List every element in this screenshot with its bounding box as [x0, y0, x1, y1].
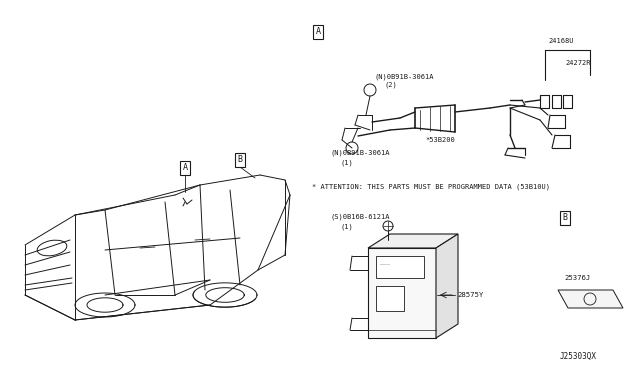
Text: A: A: [182, 164, 188, 173]
Polygon shape: [558, 290, 623, 308]
Polygon shape: [368, 234, 458, 248]
Text: ___: ___: [380, 260, 390, 265]
Text: (N)0B91B-3061A: (N)0B91B-3061A: [330, 150, 390, 157]
Text: 24272R: 24272R: [565, 60, 591, 66]
Text: (S)0B16B-6121A: (S)0B16B-6121A: [330, 213, 390, 219]
Text: (1): (1): [340, 223, 353, 230]
Text: 25376J: 25376J: [564, 275, 590, 281]
Text: (2): (2): [385, 82, 397, 89]
Text: (1): (1): [340, 160, 353, 167]
Text: (N)0B91B-3061A: (N)0B91B-3061A: [375, 73, 435, 80]
Text: * ATTENTION: THIS PARTS MUST BE PROGRAMMED DATA (53B10U): * ATTENTION: THIS PARTS MUST BE PROGRAMM…: [312, 183, 550, 189]
Text: J25303QX: J25303QX: [560, 352, 597, 361]
Text: *53B200: *53B200: [425, 137, 455, 143]
Text: A: A: [316, 28, 321, 36]
Bar: [368, 248, 436, 338]
Ellipse shape: [37, 240, 67, 256]
Text: 24168U: 24168U: [548, 38, 573, 44]
Bar: [376, 286, 404, 311]
Polygon shape: [436, 234, 458, 338]
Text: B: B: [563, 214, 568, 222]
Bar: [376, 256, 424, 278]
Text: B: B: [237, 155, 243, 164]
Text: 28575Y: 28575Y: [457, 292, 483, 298]
